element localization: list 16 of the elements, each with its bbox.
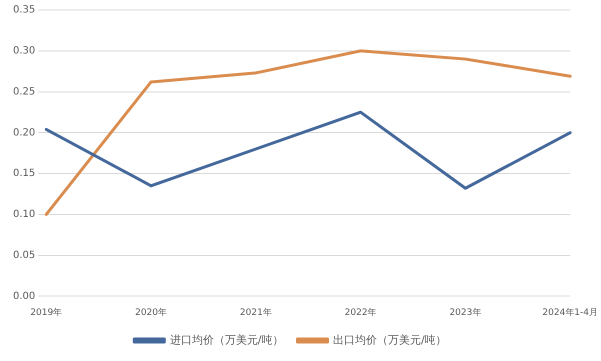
y-tick-label: 0.25 [13, 86, 36, 98]
y-tick-label: 0.15 [13, 168, 36, 180]
y-tick-label: 0.00 [13, 290, 36, 302]
y-tick-label: 0.20 [13, 127, 36, 138]
legend-label: 进口均价（万美元/吨） [170, 333, 284, 346]
legend-label: 出口均价（万美元/吨） [333, 333, 447, 346]
y-tick-label: 0.10 [13, 209, 36, 220]
x-tick-label: 2024年1-4月 [542, 306, 598, 318]
y-tick-label: 0.30 [13, 45, 36, 56]
y-tick-label: 0.05 [13, 250, 36, 261]
x-tick-label: 2020年 [135, 306, 168, 318]
y-tick-label: 0.35 [13, 4, 36, 16]
x-tick-label: 2021年 [240, 306, 272, 318]
x-tick-label: 2022年 [344, 306, 377, 318]
x-tick-label: 2023年 [449, 306, 482, 318]
x-tick-label: 2019年 [30, 306, 62, 318]
